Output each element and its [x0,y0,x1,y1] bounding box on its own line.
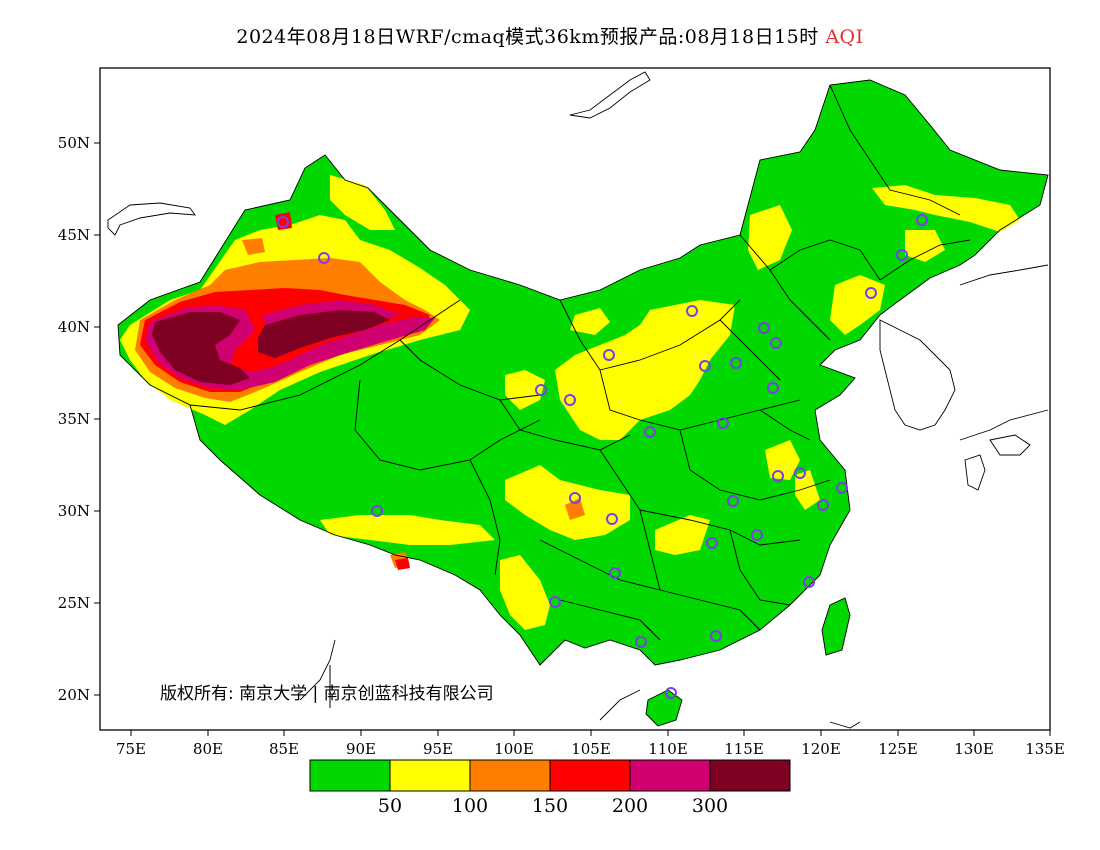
boundaries [117,79,1049,666]
city-marker [699,360,711,372]
lon-label: 120E [801,740,841,758]
city-markers [277,214,928,699]
lat-label: 35N [58,410,90,428]
lon-label: 115E [724,740,764,758]
city-marker [665,687,677,699]
lon-label: 85E [269,740,299,758]
city-marker [896,249,908,261]
map-title: 2024年08月18日WRF/cmaq模式36km预报产品:08月18日15时 … [0,22,1100,49]
city-marker [794,467,806,479]
city-marker [803,576,815,588]
neighbour-coastlines [107,71,1049,729]
colorbar-swatch [470,760,550,791]
city-marker [751,529,763,541]
lon-label: 130E [954,740,994,758]
city-marker [371,505,383,517]
city-marker [706,537,718,549]
axis-ticks [94,142,1051,736]
city-marker [710,630,722,642]
colorbar-swatch [310,760,390,791]
map-frame [99,67,1051,731]
lat-label: 20N [58,686,90,704]
lon-label: 95E [423,740,453,758]
city-marker [865,287,877,299]
colorbar-label: 200 [612,795,648,817]
copyright-text: 版权所有: 南京大学 | 南京创蓝科技有限公司 [160,684,494,704]
city-marker [916,214,928,226]
lat-label: 45N [58,226,90,244]
colorbar: 50 100 150 200 300 [309,759,791,817]
lon-label: 110E [648,740,688,758]
city-marker [770,337,782,349]
colorbar-label: 100 [452,795,488,817]
city-marker [549,596,561,608]
city-marker [727,495,739,507]
city-marker [767,382,779,394]
city-marker [564,394,576,406]
city-marker [836,482,848,494]
city-marker [635,636,647,648]
colorbar-swatch [390,760,470,791]
city-marker [603,349,615,361]
lon-label: 90E [346,740,376,758]
colorbar-swatch [550,760,630,791]
city-marker [606,513,618,525]
lat-label: 30N [58,502,90,520]
city-marker [644,426,656,438]
lon-label: 80E [193,740,223,758]
maroon-areas [152,310,390,385]
colorbar-label: 50 [378,795,402,817]
lon-label: 100E [494,740,534,758]
colorbar-swatch [710,760,790,791]
lon-label: 135E [1025,740,1065,758]
lat-label: 50N [58,134,90,152]
colorbar-swatch [630,760,710,791]
lon-labels: 75E 80E 85E 90E 95E 100E 105E 110E 115E … [116,740,1065,758]
lon-label: 105E [571,740,611,758]
city-marker [277,216,289,228]
lat-label: 40N [58,318,90,336]
title-aqi: AQI [825,26,864,48]
city-marker [717,417,729,429]
lat-labels: 20N 25N 30N 35N 40N 45N 50N [58,134,90,704]
city-marker [772,470,784,482]
city-marker [758,322,770,334]
colorbar-label: 150 [532,795,568,817]
title-main: 2024年08月18日WRF/cmaq模式36km预报产品:08月18日15时 [236,26,819,48]
city-marker [730,357,742,369]
lon-label: 75E [116,740,146,758]
city-marker [609,567,621,579]
city-marker [817,499,829,511]
city-marker [569,492,581,504]
city-marker [686,305,698,317]
city-marker [535,384,547,396]
lat-label: 25N [58,594,90,612]
colorbar-label: 300 [692,795,728,817]
city-marker [318,252,330,264]
lon-label: 125E [878,740,918,758]
